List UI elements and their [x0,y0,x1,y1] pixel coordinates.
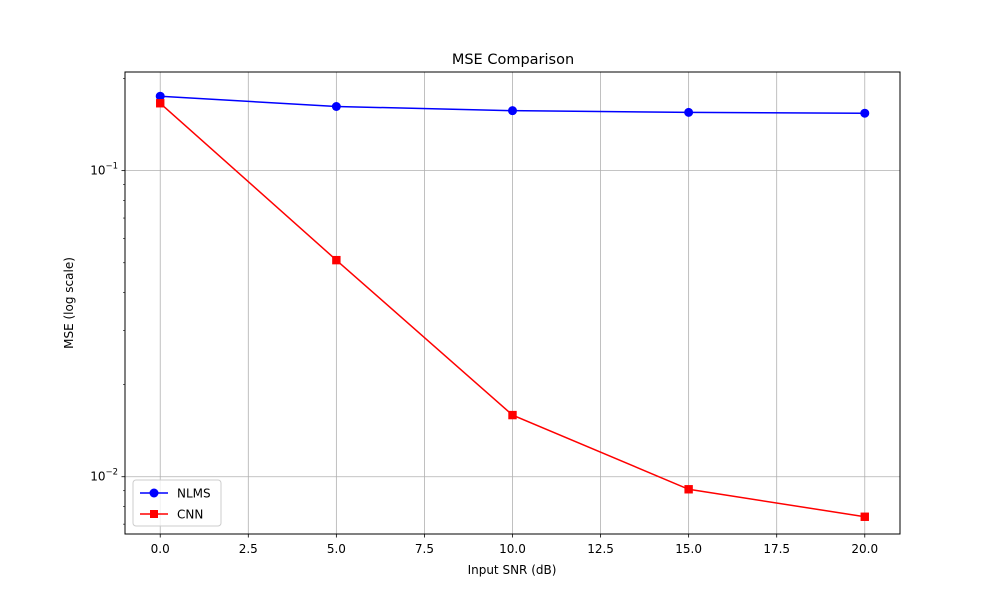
cnn-data-point [684,485,693,494]
legend-cnn-label: CNN [177,508,203,522]
series-lines [155,91,870,521]
nlms-data-point [331,101,341,111]
x-axis-ticks: 0.0 2.5 5.0 7.5 10.0 12.5 15.0 17.5 20.0 [151,534,878,556]
cnn-data-point [156,99,165,108]
legend: NLMS CNN [132,479,222,527]
nlms-data-point [684,107,694,117]
nlms-data-point [860,108,870,118]
legend-nlms-marker [149,488,159,498]
chart-title: MSE Comparison [452,52,574,68]
nlms-data-point [155,91,165,101]
grid-lines [125,72,900,534]
x-tick-label: 0.0 [151,542,170,556]
x-tick-label: 20.0 [851,542,878,556]
x-tick-label: 15.0 [675,542,702,556]
y-axis-ticks: 10−2 10−1 [90,78,125,525]
cnn-data-point [860,512,869,521]
y-tick-label: 10−1 [90,162,118,178]
y-axis-label: MSE (log scale) [62,257,76,349]
x-tick-label: 10.0 [499,542,526,556]
x-tick-label: 2.5 [239,542,258,556]
x-tick-label: 17.5 [763,542,790,556]
x-axis-label: Input SNR (dB) [468,563,557,577]
x-tick-label: 5.0 [327,542,346,556]
x-tick-label: 12.5 [587,542,614,556]
cnn-data-point [508,410,517,420]
nlms-data-point [508,106,517,116]
y-tick-label: 10−2 [90,468,118,484]
cnn-data-point [332,255,341,265]
x-tick-label: 7.5 [415,542,434,556]
legend-cnn-marker [150,510,158,518]
legend-nlms-label: NLMS [177,487,211,501]
